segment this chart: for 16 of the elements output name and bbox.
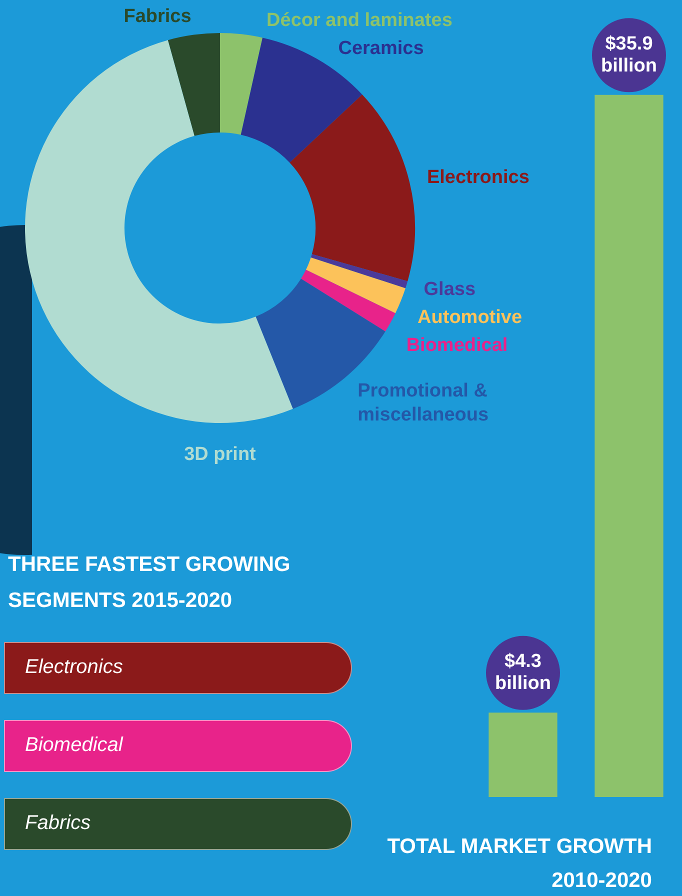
text: Electronics: [25, 656, 123, 679]
data-label: $35.9 billion: [601, 33, 657, 76]
text: THREE FASTEST GROWING SEGMENTS 2015-2020: [8, 552, 292, 614]
slice-label: Ceramics: [338, 38, 424, 60]
slice-label: Glass: [424, 279, 476, 300]
slice-label: Biomedical: [406, 335, 508, 356]
text: Biomedical: [25, 734, 123, 757]
slice-label: Décor and laminates: [266, 10, 452, 32]
text: Fabrics: [25, 812, 91, 835]
slice-label: Electronics: [426, 166, 530, 188]
slice-label: Fabrics: [124, 6, 192, 28]
data-label: $4.3 billion: [495, 651, 551, 694]
slice-label: 3D print: [184, 444, 257, 466]
text: TOTAL MARKET GROWTH 2010-2020: [386, 834, 652, 894]
slice-label: Promotional & miscellaneous: [358, 380, 489, 426]
slice-label: Automotive: [418, 307, 522, 328]
